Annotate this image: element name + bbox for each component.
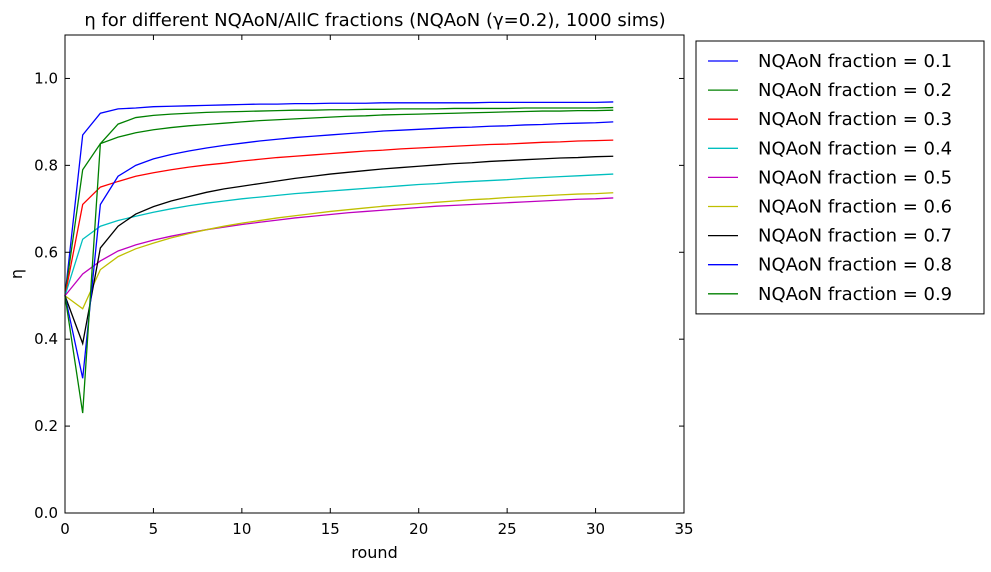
- legend-label-5: NQAoN fraction = 0.5: [758, 167, 952, 188]
- series-line-3: [64, 139, 614, 296]
- y-tick-label: 0.2: [34, 417, 58, 435]
- legend-label-4: NQAoN fraction = 0.4: [758, 138, 952, 159]
- series-line-9: [64, 106, 614, 414]
- series-line-4: [64, 173, 614, 296]
- x-tick-label: 5: [149, 520, 159, 538]
- series-line-6: [64, 192, 614, 310]
- series-line-7: [64, 155, 614, 346]
- y-tick-label: 1.0: [34, 69, 58, 87]
- legend-label-2: NQAoN fraction = 0.2: [758, 80, 952, 101]
- plot-frame: [64, 34, 685, 514]
- legend-label-6: NQAoN fraction = 0.6: [758, 197, 952, 218]
- y-tick-label: 0.0: [34, 504, 58, 522]
- series-line-8: [64, 121, 614, 379]
- legend-box: [695, 40, 985, 315]
- x-tick-label: 10: [232, 520, 251, 538]
- y-tick-label: 0.6: [34, 243, 58, 261]
- legend-label-7: NQAoN fraction = 0.7: [758, 226, 952, 247]
- x-tick-label: 0: [60, 520, 70, 538]
- series-line-1: [64, 101, 614, 296]
- x-tick-label: 15: [321, 520, 340, 538]
- legend-label-9: NQAoN fraction = 0.9: [758, 284, 952, 305]
- legend-label-3: NQAoN fraction = 0.3: [758, 109, 952, 130]
- x-tick-label: 25: [498, 520, 517, 538]
- series-line-2: [64, 109, 614, 296]
- x-axis-label: round: [351, 543, 397, 562]
- chart-title: η for different NQAoN/AllC fractions (NQ…: [84, 10, 665, 31]
- x-tick-label: 30: [586, 520, 605, 538]
- legend-label-8: NQAoN fraction = 0.8: [758, 255, 952, 276]
- series-line-5: [64, 197, 614, 297]
- y-tick-label: 0.8: [34, 156, 58, 174]
- y-axis-label: η: [7, 269, 26, 279]
- y-tick-label: 0.4: [34, 330, 58, 348]
- legend: NQAoN fraction = 0.1 NQAoN fraction = 0.2…: [695, 40, 985, 315]
- legend-label-1: NQAoN fraction = 0.1: [758, 51, 952, 72]
- x-tick-label: 35: [674, 520, 693, 538]
- x-tick-label: 20: [409, 520, 428, 538]
